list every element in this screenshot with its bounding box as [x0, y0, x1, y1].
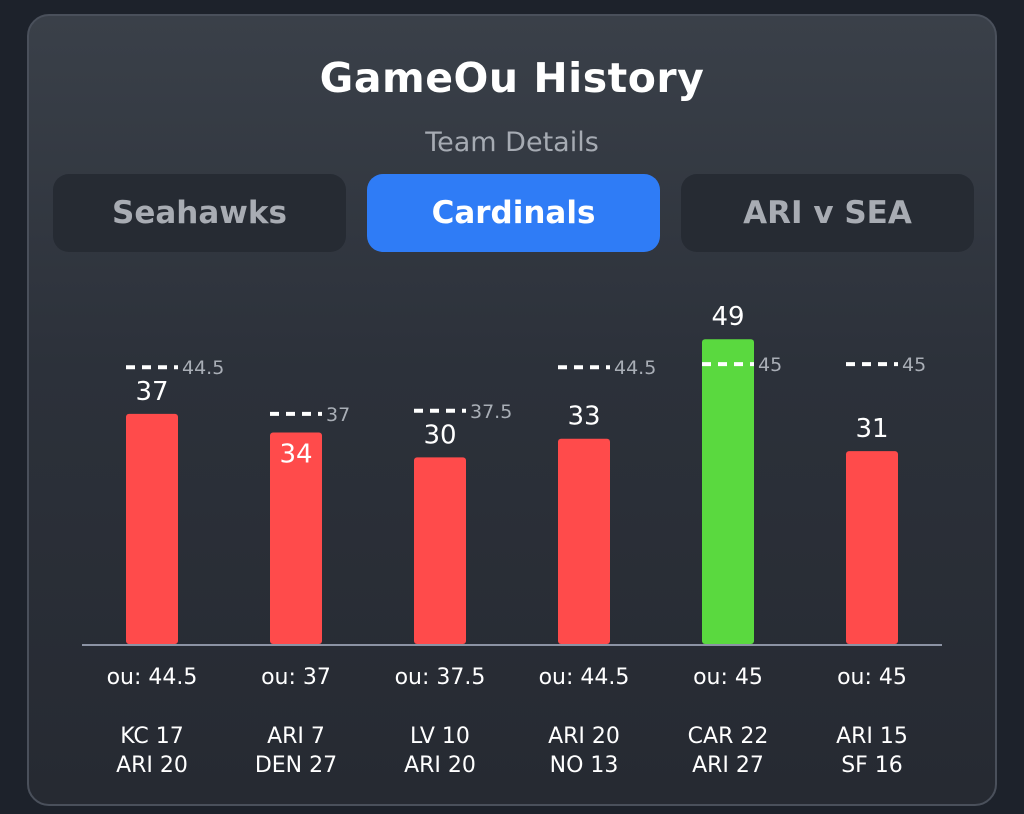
- matchup-team2-label: ARI 27: [692, 753, 764, 778]
- bar-game-4: [558, 438, 610, 644]
- matchup-team1-label: LV 10: [410, 724, 470, 749]
- ou-line-label: 37: [326, 404, 350, 426]
- bar-value-label: 30: [423, 420, 456, 450]
- matchup-team1-label: ARI 15: [836, 724, 908, 749]
- ou-line-label: 44.5: [614, 357, 656, 379]
- bar-game-2: [270, 432, 322, 644]
- bar-value-label: 34: [279, 440, 312, 470]
- matchup-team2-label: SF 16: [841, 753, 903, 778]
- matchup-team2-label: ARI 20: [116, 753, 188, 778]
- ou-value-label: ou: 44.5: [107, 665, 198, 690]
- ou-value-label: ou: 45: [693, 665, 763, 690]
- matchup-team1-label: CAR 22: [688, 724, 769, 749]
- matchup-team1-label: KC 17: [120, 724, 184, 749]
- history-card: GameOu History Team Details Seahawks Car…: [27, 14, 997, 806]
- bar-game-1: [126, 413, 178, 644]
- ou-value-label: ou: 44.5: [539, 665, 630, 690]
- ou-value-label: ou: 45: [837, 665, 907, 690]
- ou-line-label: 37.5: [470, 401, 512, 423]
- tab-cardinals[interactable]: Cardinals: [367, 174, 660, 252]
- matchup-team2-label: DEN 27: [255, 753, 337, 778]
- matchup-team1-label: ARI 20: [548, 724, 620, 749]
- tab-ari-v-sea[interactable]: ARI v SEA: [681, 174, 974, 252]
- bar-value-label: 49: [711, 302, 744, 332]
- bar-game-5: [702, 339, 754, 644]
- bar-value-label: 31: [855, 414, 888, 444]
- matchup-team2-label: NO 13: [550, 753, 619, 778]
- ou-line-label: 44.5: [182, 357, 224, 379]
- matchup-team1-label: ARI 7: [267, 724, 325, 749]
- bar-value-label: 37: [135, 377, 168, 407]
- bar-value-label: 33: [567, 402, 600, 432]
- bar-game-6: [846, 451, 898, 644]
- matchup-team2-label: ARI 20: [404, 753, 476, 778]
- page-title: GameOu History: [319, 54, 705, 102]
- ou-line-label: 45: [902, 354, 926, 376]
- tab-seahawks[interactable]: Seahawks: [53, 174, 346, 252]
- page-subtitle: Team Details: [425, 127, 599, 158]
- ou-line-label: 45: [758, 354, 782, 376]
- team-tabs: Seahawks Cardinals ARI v SEA: [53, 174, 975, 252]
- ou-value-label: ou: 37.5: [395, 665, 486, 690]
- bar-game-3: [414, 457, 466, 644]
- ou-value-label: ou: 37: [261, 665, 331, 690]
